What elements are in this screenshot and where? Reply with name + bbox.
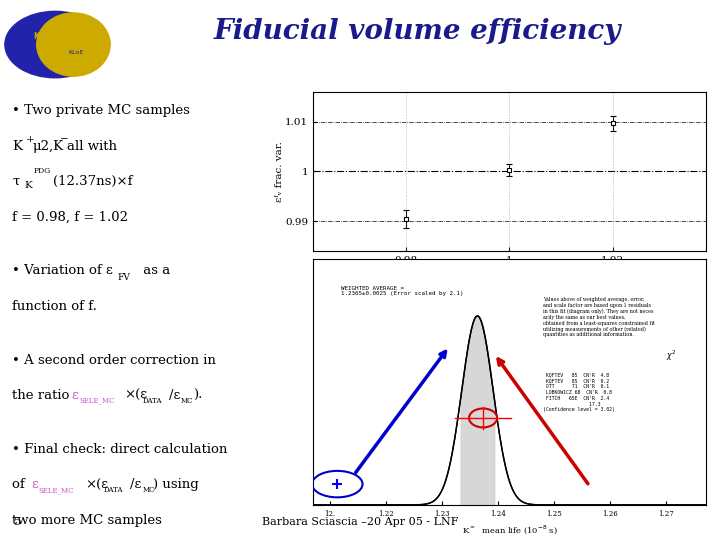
Text: KQFTEV   85  CN'R  4.8
 KQFTEV   85  CN'R  0.2
 OTT      71  CN'R  0.1
 LOBKOWIC: KQFTEV 85 CN'R 4.8 KQFTEV 85 CN'R 0.2 OT… [543,373,615,413]
Text: the ratio: the ratio [12,389,74,402]
Text: K: K [12,140,22,153]
Text: ×(ε: ×(ε [85,478,108,491]
Y-axis label: εᶠᵥ frac. var.: εᶠᵥ frac. var. [275,141,284,202]
Text: PDG: PDG [33,167,50,176]
Text: +: + [25,136,34,145]
Text: DATA: DATA [104,486,123,494]
Text: ε: ε [71,389,78,402]
Text: Values above of weighted average, error,
and scale factor are based upon 1 resid: Values above of weighted average, error,… [543,297,655,338]
Text: ×(ε: ×(ε [124,389,147,402]
Text: Fiducial volume efficiency: Fiducial volume efficiency [214,18,621,45]
X-axis label: K$^=$  mean life (10$^{-8}$ s): K$^=$ mean life (10$^{-8}$ s) [462,523,557,536]
Text: MC: MC [181,396,194,404]
Text: SELE_MC: SELE_MC [39,486,74,494]
X-axis label: τᴷ frac. var.: τᴷ frac. var. [477,271,542,280]
Text: $\chi^2$: $\chi^2$ [667,349,677,363]
Text: • Variation of ε: • Variation of ε [12,265,113,278]
Text: all with: all with [66,140,117,153]
Text: ).: ). [194,389,203,402]
Text: function of f.: function of f. [12,300,97,313]
Text: −: − [60,136,69,145]
Text: of: of [12,478,30,491]
Ellipse shape [37,13,110,76]
Text: ) using: ) using [153,478,199,491]
Text: • Final check: direct calculation: • Final check: direct calculation [12,443,228,456]
Text: 5: 5 [14,517,22,527]
Text: as a: as a [140,265,171,278]
Text: MC: MC [143,486,155,494]
Text: /ε: /ε [130,478,141,491]
Text: Barbara Sciascia –20 Apr 05 - LNF: Barbara Sciascia –20 Apr 05 - LNF [262,517,458,527]
Ellipse shape [5,11,105,78]
Text: μ2,K: μ2,K [32,140,63,153]
Text: WEIGHTED AVERAGE =
1.2365±0.0025 (Error scaled by 2.1): WEIGHTED AVERAGE = 1.2365±0.0025 (Error … [341,286,464,296]
Text: f = 0.98, f = 1.02: f = 0.98, f = 1.02 [12,210,128,224]
Text: ε: ε [31,478,38,491]
Text: KLoE: KLoE [68,50,84,55]
Text: K: K [34,32,40,41]
Text: two more MC samples: two more MC samples [12,514,162,527]
Text: FV: FV [117,273,130,282]
Text: DATA: DATA [143,396,162,404]
Text: • Two private MC samples: • Two private MC samples [12,104,190,117]
Text: (12.37ns)×f: (12.37ns)×f [53,175,132,188]
Text: K: K [24,181,32,190]
Text: τ: τ [12,175,19,188]
Text: • A second order correction in: • A second order correction in [12,354,216,367]
Text: SELE_MC: SELE_MC [79,396,114,404]
Text: /ε: /ε [168,389,180,402]
